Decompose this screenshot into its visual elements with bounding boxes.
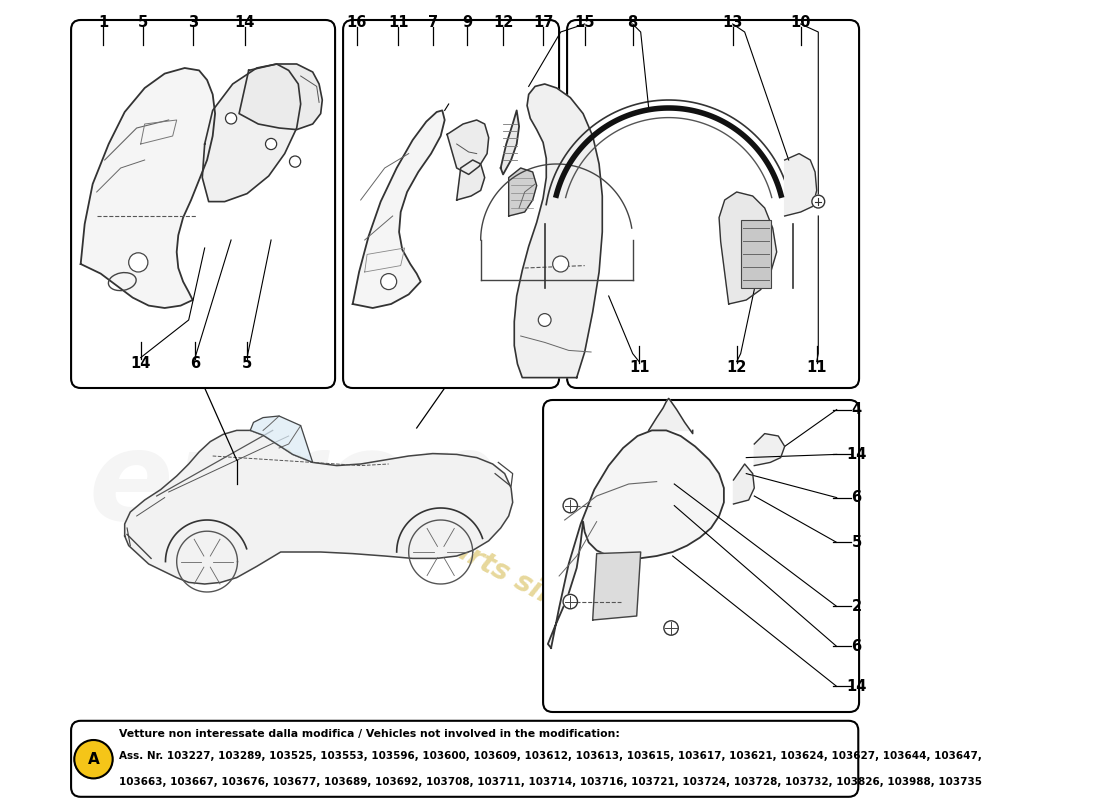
Text: 17: 17 xyxy=(532,15,553,30)
Polygon shape xyxy=(593,552,640,620)
Text: 6: 6 xyxy=(190,357,200,371)
Text: 3: 3 xyxy=(188,15,198,30)
Polygon shape xyxy=(353,110,444,308)
Text: 14: 14 xyxy=(847,447,867,462)
Text: 11: 11 xyxy=(388,15,408,30)
Polygon shape xyxy=(124,430,513,584)
Text: 12: 12 xyxy=(726,361,747,375)
Circle shape xyxy=(563,498,578,513)
Circle shape xyxy=(381,274,397,290)
Text: 16: 16 xyxy=(346,15,367,30)
FancyBboxPatch shape xyxy=(568,20,859,388)
Text: 14: 14 xyxy=(131,357,151,371)
Polygon shape xyxy=(649,398,693,434)
Text: 103663, 103667, 103676, 103677, 103689, 103692, 103708, 103711, 103714, 103716, : 103663, 103667, 103676, 103677, 103689, … xyxy=(119,778,982,787)
Text: 11: 11 xyxy=(806,361,827,375)
Polygon shape xyxy=(456,160,485,200)
Polygon shape xyxy=(447,120,488,174)
Text: a passion for parts since: a passion for parts since xyxy=(241,425,594,630)
Text: 14: 14 xyxy=(234,15,255,30)
Circle shape xyxy=(664,621,679,635)
Text: 5: 5 xyxy=(851,535,861,550)
Text: Ass. Nr. 103227, 103289, 103525, 103553, 103596, 103600, 103609, 103612, 103613,: Ass. Nr. 103227, 103289, 103525, 103553,… xyxy=(119,751,982,761)
Text: 2: 2 xyxy=(851,599,861,614)
Polygon shape xyxy=(515,84,603,378)
FancyBboxPatch shape xyxy=(72,20,336,388)
Polygon shape xyxy=(508,168,537,216)
Circle shape xyxy=(265,138,277,150)
Polygon shape xyxy=(251,416,312,462)
FancyBboxPatch shape xyxy=(543,400,859,712)
Text: Vetture non interessate dalla modifica / Vehicles not involved in the modificati: Vetture non interessate dalla modifica /… xyxy=(119,730,620,739)
Circle shape xyxy=(289,156,300,167)
Polygon shape xyxy=(80,68,216,308)
Text: 6: 6 xyxy=(851,490,861,505)
Text: 11: 11 xyxy=(629,361,649,375)
Polygon shape xyxy=(755,434,784,466)
Polygon shape xyxy=(548,430,724,648)
Text: 10: 10 xyxy=(791,15,811,30)
Polygon shape xyxy=(784,154,816,216)
FancyBboxPatch shape xyxy=(343,20,559,388)
Circle shape xyxy=(812,195,825,208)
Circle shape xyxy=(563,594,578,609)
Circle shape xyxy=(129,253,147,272)
Text: 1: 1 xyxy=(98,15,108,30)
Polygon shape xyxy=(500,110,519,174)
Circle shape xyxy=(552,256,569,272)
Text: 5: 5 xyxy=(138,15,148,30)
Text: 5: 5 xyxy=(242,357,252,371)
Text: 8: 8 xyxy=(628,15,638,30)
Text: 4: 4 xyxy=(851,402,861,417)
Text: A: A xyxy=(88,752,99,766)
Polygon shape xyxy=(239,64,322,130)
Circle shape xyxy=(538,314,551,326)
Text: 12: 12 xyxy=(493,15,514,30)
Polygon shape xyxy=(719,192,777,304)
Text: 13: 13 xyxy=(723,15,743,30)
Polygon shape xyxy=(202,64,300,202)
Text: europ: europ xyxy=(89,425,499,546)
Circle shape xyxy=(75,740,112,778)
Text: 15: 15 xyxy=(574,15,595,30)
Bar xyxy=(740,220,771,288)
FancyBboxPatch shape xyxy=(72,721,858,797)
Text: 6: 6 xyxy=(851,639,861,654)
Circle shape xyxy=(226,113,236,124)
Text: 14: 14 xyxy=(847,679,867,694)
Text: 9: 9 xyxy=(462,15,472,30)
Polygon shape xyxy=(734,464,755,504)
Text: 7: 7 xyxy=(428,15,438,30)
